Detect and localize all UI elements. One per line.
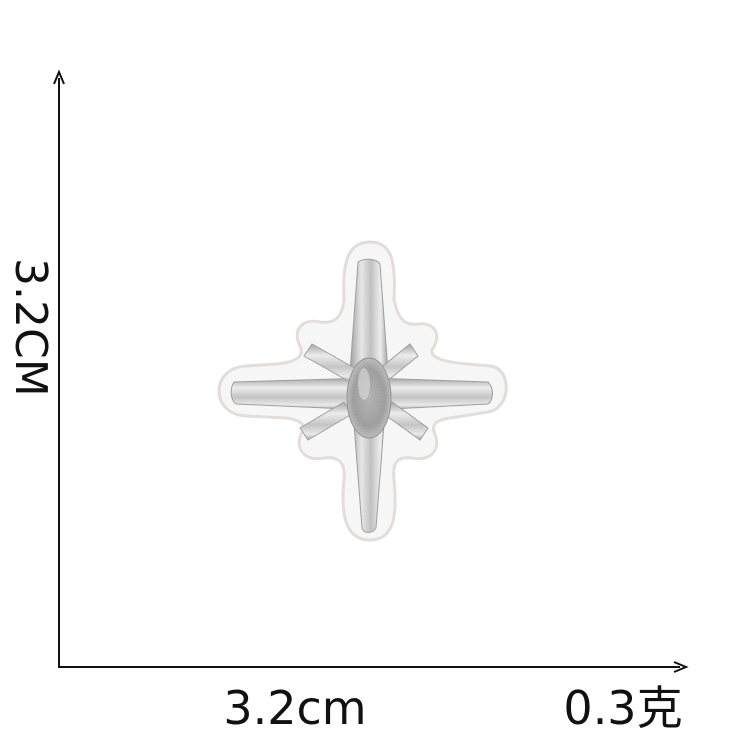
center-highlight [358, 368, 370, 400]
height-label: 3.2CM [5, 258, 56, 397]
height-value: 3.2CM [5, 258, 56, 397]
vertical-axis-arrow-icon [53, 69, 65, 85]
center-body [346, 357, 392, 439]
horizontal-axis-arrow-icon [673, 661, 689, 673]
dimension-axes [53, 69, 689, 673]
weight-label: 0.3克 [563, 681, 683, 735]
width-label: 3.2cm [223, 681, 367, 735]
patch [217, 240, 508, 542]
